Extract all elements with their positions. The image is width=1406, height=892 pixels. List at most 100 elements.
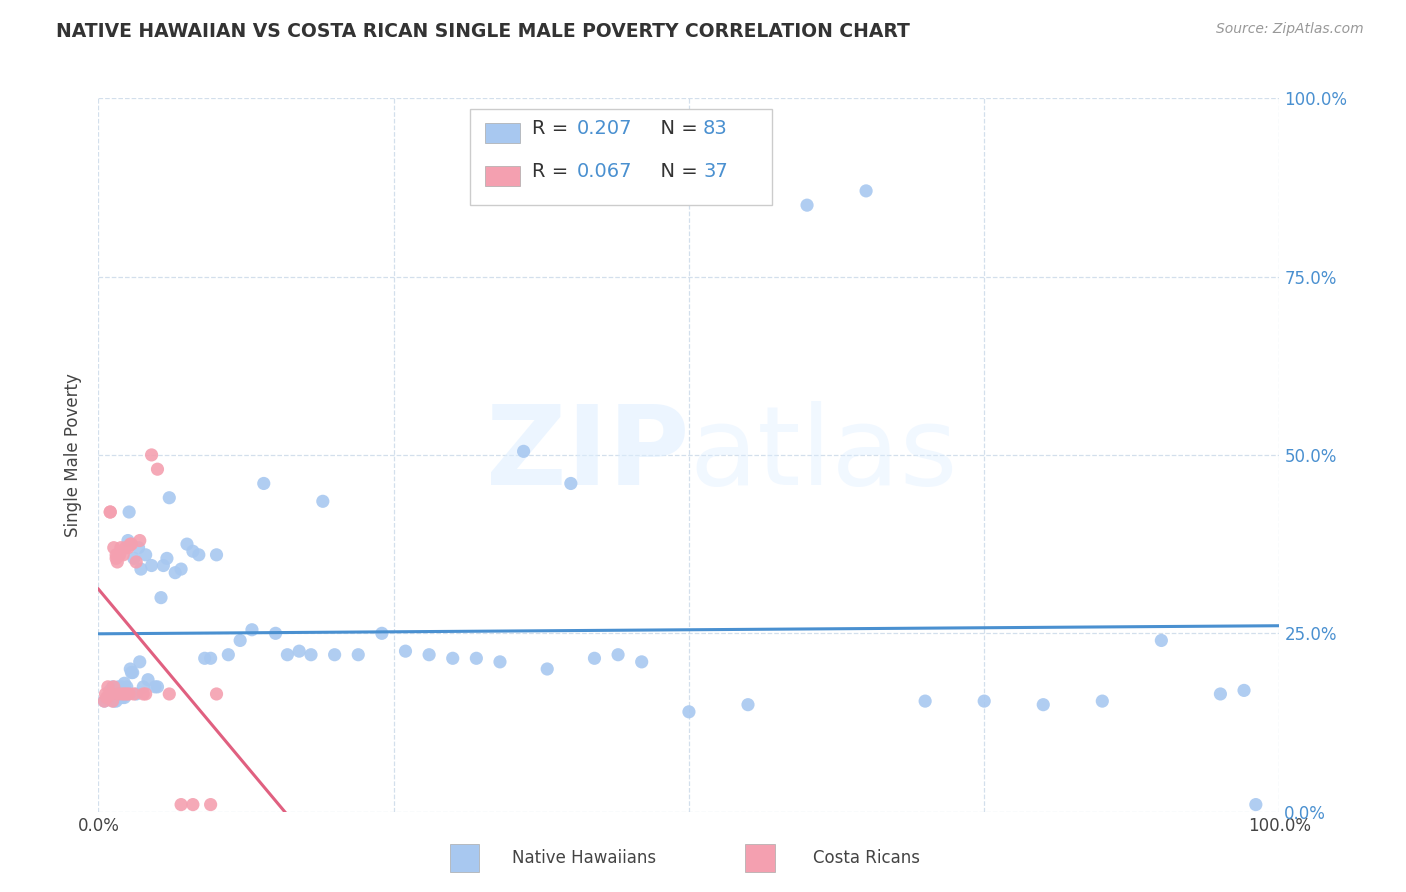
Point [512, 444, 534, 458]
Point [276, 648, 298, 662]
Point [264, 626, 287, 640]
Point [288, 644, 311, 658]
Point [165, 566, 187, 580]
Point [110, 683, 132, 698]
Point [217, 648, 239, 662]
Point [111, 690, 134, 705]
Point [240, 623, 263, 637]
Point [181, 544, 204, 558]
Point [152, 558, 174, 573]
Text: N =: N = [648, 120, 703, 138]
Point [132, 687, 155, 701]
Point [128, 533, 150, 548]
Text: ZIP: ZIP [485, 401, 689, 508]
Point [125, 687, 148, 701]
Point [914, 694, 936, 708]
Text: N =: N = [648, 162, 703, 181]
Point [143, 680, 166, 694]
Point [323, 648, 346, 662]
Point [122, 551, 145, 566]
Point [117, 541, 139, 555]
Point [107, 687, 129, 701]
Point [560, 476, 582, 491]
Point [170, 562, 193, 576]
Point [98, 505, 121, 519]
Point [97, 690, 120, 705]
Point [93, 694, 115, 708]
Point [125, 555, 148, 569]
Point [141, 558, 163, 573]
Point [105, 694, 128, 708]
Point [103, 680, 125, 694]
Point [796, 198, 818, 212]
Point [489, 655, 512, 669]
Y-axis label: Single Male Poverty: Single Male Poverty [65, 373, 83, 537]
Point [737, 698, 759, 712]
Point [94, 687, 117, 701]
Point [146, 680, 169, 694]
Point [136, 673, 159, 687]
Point [103, 541, 125, 555]
Point [98, 505, 121, 519]
Point [630, 655, 652, 669]
Point [146, 462, 169, 476]
Point [187, 548, 209, 562]
Text: R =: R = [531, 162, 575, 181]
Point [1233, 683, 1256, 698]
Point [115, 680, 138, 694]
Point [607, 648, 630, 662]
Point [536, 662, 558, 676]
Point [441, 651, 464, 665]
Point [1150, 633, 1173, 648]
Point [112, 687, 135, 701]
Point [111, 687, 134, 701]
FancyBboxPatch shape [485, 166, 520, 186]
Point [418, 648, 440, 662]
Point [465, 651, 488, 665]
Point [371, 626, 394, 640]
Point [170, 797, 193, 812]
Point [973, 694, 995, 708]
Point [135, 548, 157, 562]
Point [111, 680, 134, 694]
Point [112, 676, 135, 690]
Point [157, 687, 180, 701]
Point [108, 548, 131, 562]
Point [122, 687, 145, 701]
Point [312, 494, 335, 508]
Point [1091, 694, 1114, 708]
Text: 37: 37 [703, 162, 728, 181]
Point [115, 687, 138, 701]
Point [98, 687, 121, 701]
Text: Native Hawaiians: Native Hawaiians [512, 849, 657, 867]
Point [135, 687, 157, 701]
Point [108, 690, 131, 705]
Point [121, 665, 143, 680]
Point [117, 533, 139, 548]
Point [108, 687, 131, 701]
FancyBboxPatch shape [471, 109, 772, 205]
Text: Costa Ricans: Costa Ricans [813, 849, 920, 867]
Point [110, 541, 132, 555]
Point [583, 651, 606, 665]
Point [96, 690, 118, 705]
Point [97, 680, 120, 694]
Point [98, 683, 121, 698]
Point [120, 537, 142, 551]
Point [132, 680, 155, 694]
Point [1244, 797, 1267, 812]
Point [299, 648, 322, 662]
Point [678, 705, 700, 719]
Point [394, 644, 416, 658]
Point [112, 548, 135, 562]
Point [150, 591, 173, 605]
Point [205, 687, 228, 701]
Point [93, 694, 115, 708]
Point [229, 633, 252, 648]
Point [181, 797, 204, 812]
FancyBboxPatch shape [485, 123, 520, 143]
Point [200, 651, 222, 665]
Point [205, 548, 228, 562]
Point [103, 694, 125, 708]
Point [105, 690, 128, 705]
